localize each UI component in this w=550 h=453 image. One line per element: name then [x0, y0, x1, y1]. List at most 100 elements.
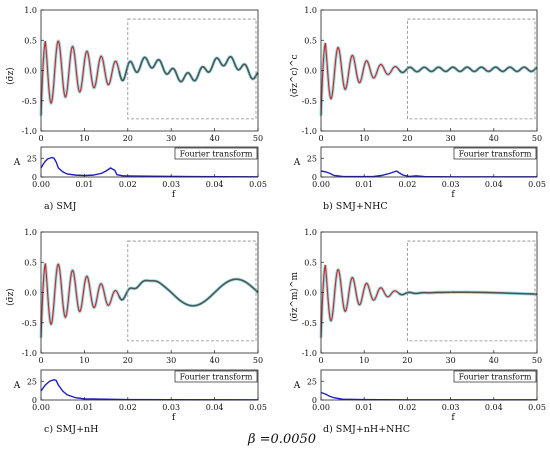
y-tick-label-a: 1.0 [24, 6, 37, 15]
legend-box-c [174, 370, 258, 383]
legend-label-d: Fourier transform [459, 373, 532, 382]
y-tick-label-c: 1.0 [24, 228, 37, 237]
spectrum-line-c [40, 379, 259, 401]
y-tick-label-c: 0.5 [24, 258, 37, 267]
spectrum-x-tick-label-a: 0.00 [32, 180, 50, 189]
time-axes-c [40, 231, 259, 354]
y-tick-label-a: 0.0 [24, 67, 37, 76]
x-tick-label-a: 20 [123, 134, 133, 143]
spectrum-y-tick-label-d: 0 [312, 396, 317, 405]
y-tick-label-a: -0.5 [22, 97, 37, 106]
y-tick-label-d: -1.0 [302, 349, 317, 358]
x-tick-label-a: 10 [79, 134, 89, 143]
y-tick-label-c: 0.0 [24, 289, 37, 298]
spectrum-line-d [320, 391, 538, 401]
y-tick-label-a: 0.5 [24, 36, 37, 45]
spectrum-x-tick-label-b: 0.04 [485, 180, 503, 189]
x-tick-label-d: 10 [359, 356, 369, 365]
panel-caption-a: a) SMJ [44, 201, 77, 212]
x-tick-label-b: 10 [359, 134, 369, 143]
spectrum-x-tick-label-a: 0.03 [162, 180, 180, 189]
signal-line-b [320, 42, 538, 116]
x-tick-label-a: 0 [38, 134, 43, 143]
legend-box-b [453, 147, 537, 160]
smooth-line-a [118, 55, 259, 83]
signal-envelope-a [39, 39, 260, 116]
x-tick-label-b: 20 [402, 134, 412, 143]
y-tick-label-b: -0.5 [302, 97, 317, 106]
spectrum-x-tick-label-c: 0.01 [75, 403, 93, 412]
x-tick-label-d: 0 [318, 356, 323, 365]
spectrum-x-tick-label-c: 0.02 [119, 403, 137, 412]
legend-box-a [174, 147, 258, 160]
x-tick-label-d: 40 [489, 356, 499, 365]
y-tick-label-b: 1.0 [304, 6, 317, 15]
legend-label-b: Fourier transform [459, 150, 532, 159]
panel-caption-b: b) SMJ+NHC [323, 201, 388, 212]
x-tick-label-a: 50 [253, 134, 263, 143]
spectrum-y-tick-label-a: 25 [27, 154, 37, 163]
spectrum-y-tick-label-b: 25 [307, 154, 317, 163]
spectrum-xlabel-d: f [451, 413, 455, 423]
smooth-line-b [398, 66, 538, 74]
spectrum-xlabel-c: f [172, 413, 176, 423]
spectrum-x-tick-label-a: 0.02 [119, 180, 137, 189]
spectrum-line-b [320, 170, 538, 178]
y-tick-label-c: -1.0 [22, 349, 37, 358]
zoom-box-c [127, 240, 257, 342]
spectrum-ylabel-c: A [13, 381, 21, 391]
x-tick-label-b: 30 [446, 134, 456, 143]
spectrum-y-tick-label-c: 25 [27, 377, 37, 386]
spectrum-xlabel-b: f [451, 190, 455, 200]
spectrum-ylabel-d: A [293, 381, 301, 391]
x-tick-label-d: 20 [402, 356, 412, 365]
signal-line-d [320, 264, 538, 338]
legend-label-a: Fourier transform [180, 150, 253, 159]
spectrum-x-tick-label-c: 0.03 [162, 403, 180, 412]
x-tick-label-a: 30 [166, 134, 176, 143]
x-tick-label-c: 30 [166, 356, 176, 365]
signal-line-c [40, 263, 259, 338]
y-tick-label-d: -0.5 [302, 319, 317, 328]
x-tick-label-b: 0 [318, 134, 323, 143]
spectrum-x-tick-label-b: 0.05 [528, 180, 546, 189]
y-axis-label-b: ⟨σ̄z^c⟩^c [290, 54, 300, 97]
spectrum-axes-d [320, 369, 538, 401]
legend-label-c: Fourier transform [180, 373, 253, 382]
time-axes-a [40, 9, 259, 132]
spectrum-x-tick-label-a: 0.01 [75, 180, 93, 189]
zoom-box-a [127, 18, 257, 120]
smooth-line-c [118, 278, 259, 307]
spectrum-y-tick-label-d: 25 [307, 377, 317, 386]
y-tick-label-d: 1.0 [304, 228, 317, 237]
spectrum-axes-b [320, 146, 538, 178]
x-tick-label-b: 40 [489, 134, 499, 143]
spectrum-x-tick-label-a: 0.05 [249, 180, 267, 189]
y-tick-label-c: -0.5 [22, 319, 37, 328]
spectrum-x-tick-label-b: 0.02 [398, 180, 416, 189]
spectrum-y-tick-label-a: 0 [32, 173, 37, 182]
panel-caption-c: c) SMJ+nH [44, 424, 98, 435]
x-tick-label-c: 20 [123, 356, 133, 365]
spectrum-x-tick-label-c: 0.04 [206, 403, 224, 412]
beta-label: β =0.0050 [247, 432, 316, 447]
x-tick-label-d: 30 [446, 356, 456, 365]
spectrum-ylabel-b: A [293, 158, 301, 168]
spectrum-x-tick-label-d: 0.00 [312, 403, 330, 412]
y-tick-label-b: 0.5 [304, 36, 317, 45]
y-tick-label-d: 0.0 [304, 289, 317, 298]
signal-envelope-b [319, 42, 538, 116]
spectrum-x-tick-label-d: 0.05 [528, 403, 546, 412]
y-axis-label-a: ⟨σ̄z⟩ [6, 67, 16, 85]
spectrum-ylabel-a: A [13, 158, 21, 168]
spectrum-x-tick-label-c: 0.00 [32, 403, 50, 412]
panel-caption-d: d) SMJ+nH+NHC [323, 424, 410, 435]
y-tick-label-b: -1.0 [302, 127, 317, 136]
y-tick-label-b: 0.0 [304, 67, 317, 76]
y-axis-label-d: ⟨σ̄z^m⟩^m [290, 272, 300, 323]
spectrum-x-tick-label-d: 0.01 [355, 403, 373, 412]
spectrum-line-a [40, 156, 259, 178]
spectrum-y-tick-label-c: 0 [32, 396, 37, 405]
spectrum-x-tick-label-b: 0.03 [442, 180, 460, 189]
spectrum-x-tick-label-a: 0.04 [206, 180, 224, 189]
